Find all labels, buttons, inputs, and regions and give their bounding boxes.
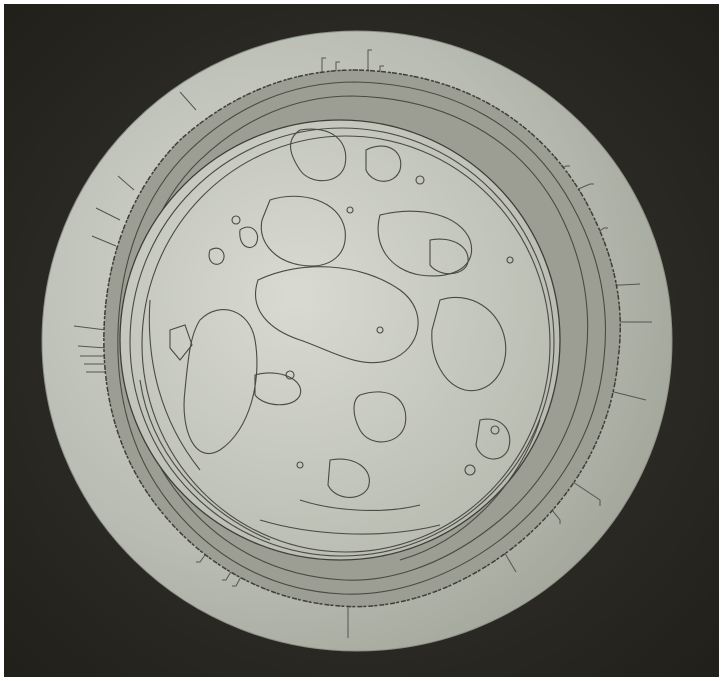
maria-contours (169, 128, 514, 535)
moon-disc (119, 119, 561, 561)
limb-contours (129, 127, 555, 561)
